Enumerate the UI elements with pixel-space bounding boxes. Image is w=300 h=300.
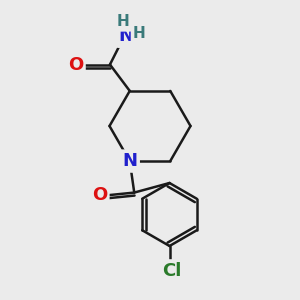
Text: O: O [68,56,83,74]
Text: H: H [133,26,146,41]
Text: N: N [122,152,137,170]
Text: H: H [117,14,130,29]
Text: O: O [92,185,107,203]
Text: Cl: Cl [162,262,182,280]
Text: N: N [118,27,134,45]
